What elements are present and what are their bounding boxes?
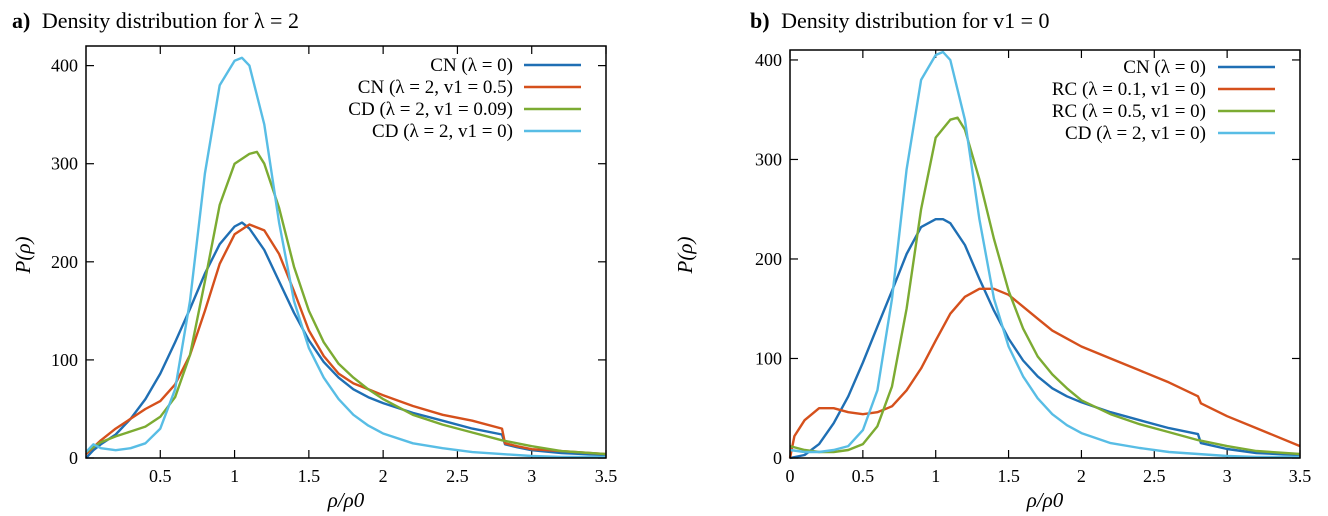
y-tick-label: 0 — [69, 448, 78, 468]
y-tick-label: 0 — [773, 448, 782, 468]
panel-b-ylabel: P(ρ) — [673, 237, 697, 275]
y-tick-label: 400 — [51, 56, 78, 76]
y-tick-label: 300 — [755, 149, 782, 169]
x-tick-label: 3 — [527, 466, 536, 486]
panel-b-letter: b) — [750, 8, 770, 33]
x-tick-label: 1.5 — [298, 466, 321, 486]
panel-a-frame — [85, 45, 607, 459]
panel-b-title: Density distribution for v1 = 0 — [781, 8, 1049, 33]
legend-label-1: CN (λ = 0) — [430, 55, 513, 76]
x-tick-label: 0.5 — [149, 466, 172, 486]
panel-b-ticks: 0 0.5 1 1.5 2 2.5 3 3.5 0 100 200 300 400 — [755, 50, 1311, 486]
legend-label-3: RC (λ = 0.5, v1 = 0) — [1052, 101, 1206, 122]
series-line-3 — [789, 116, 1301, 456]
panel-b-legend: CN (λ = 0)RC (λ = 0.1, v1 = 0)RC (λ = 0.… — [1052, 57, 1275, 144]
y-tick-label: 300 — [51, 154, 78, 174]
legend-label-4: CD (λ = 2, v1 = 0) — [1065, 123, 1206, 144]
chart-a-svg: a) Density distribution for λ = 2 P(ρ) ρ… — [11, 8, 617, 512]
panel-a-plot-area — [85, 56, 607, 459]
panel-a-legend: CN (λ = 0)CN (λ = 2, v1 = 0.5)CD (λ = 2,… — [348, 55, 581, 142]
y-tick-label: 200 — [755, 249, 782, 269]
panel-a-xlabel: ρ/ρ0 — [327, 488, 365, 512]
series-line-2 — [85, 223, 607, 456]
svg-text:b) Density distribution: b) Density distribution for v1 = 0 — [750, 8, 1050, 33]
x-tick-label: 3.5 — [595, 466, 618, 486]
panel-a-title: Density distribution for λ = 2 — [42, 8, 299, 33]
chart-panel-b: b) Density distribution for v1 = 0 P(ρ) … — [664, 0, 1328, 516]
y-tick-label: 100 — [755, 348, 782, 368]
legend-label-2: CN (λ = 2, v1 = 0.5) — [358, 77, 513, 98]
panel-b-frame — [789, 49, 1301, 459]
x-tick-label: 1 — [230, 466, 239, 486]
series-line-4 — [85, 56, 606, 459]
chart-b-svg: b) Density distribution for v1 = 0 P(ρ) … — [673, 8, 1311, 512]
x-tick-label: 2.5 — [1143, 466, 1166, 486]
series-line-2 — [788, 287, 1301, 459]
x-tick-label: 1.5 — [997, 466, 1020, 486]
panel-b-xlabel: ρ/ρ0 — [1026, 488, 1064, 512]
panel-a-letter: a) — [12, 8, 30, 33]
series-line-4 — [789, 50, 1300, 459]
y-tick-label: 200 — [51, 252, 78, 272]
y-tick-label: 100 — [51, 350, 78, 370]
legend-label-4: CD (λ = 2, v1 = 0) — [372, 121, 513, 142]
chart-panel-a: a) Density distribution for λ = 2 P(ρ) ρ… — [11, 8, 617, 512]
series-line-1 — [85, 221, 607, 459]
x-tick-label: 2 — [379, 466, 388, 486]
x-tick-label: 3 — [1223, 466, 1232, 486]
panel-a-ticks: 0.5 1 1.5 2 2.5 3 3.5 0 100 200 300 400 — [51, 46, 617, 486]
legend-label-3: CD (λ = 2, v1 = 0.09) — [348, 99, 513, 120]
panel-b-plot-area — [788, 50, 1301, 460]
x-tick-label: 0.5 — [852, 466, 875, 486]
series-line-3 — [85, 150, 607, 456]
y-tick-label: 400 — [755, 50, 782, 70]
x-tick-label: 2.5 — [446, 466, 469, 486]
svg-text:a) Density distribution: a) Density distribution for λ = 2 — [12, 8, 299, 33]
panel-a-ylabel: P(ρ) — [11, 237, 35, 275]
x-tick-label: 1 — [931, 466, 940, 486]
x-tick-label: 2 — [1077, 466, 1086, 486]
x-tick-label: 0 — [786, 466, 795, 486]
x-tick-label: 3.5 — [1289, 466, 1312, 486]
legend-label-1: CN (λ = 0) — [1123, 57, 1206, 78]
series-line-1 — [789, 217, 1301, 460]
legend-label-2: RC (λ = 0.1, v1 = 0) — [1052, 79, 1206, 100]
